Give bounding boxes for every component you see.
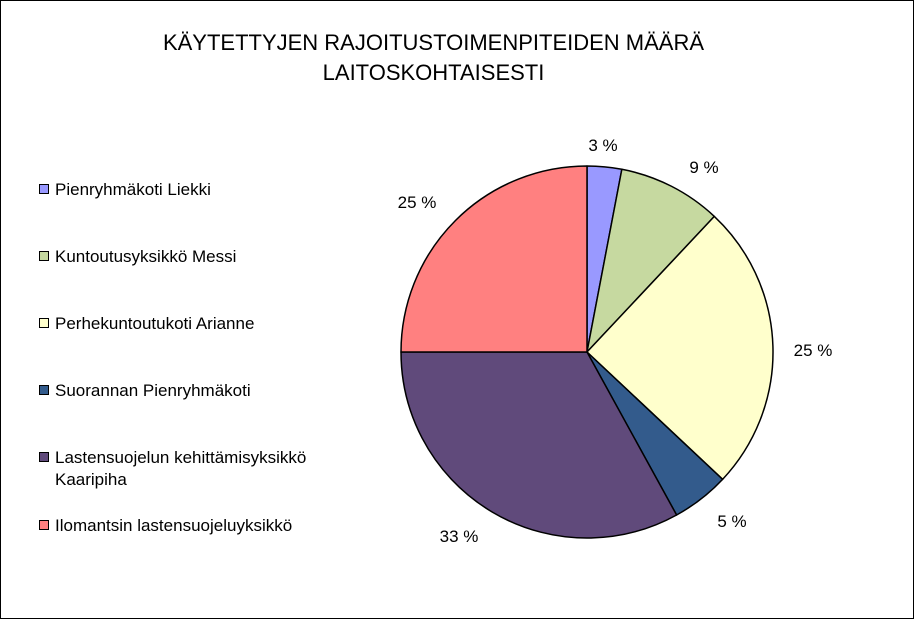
pie-slice — [400, 165, 588, 353]
chart-title: KÄYTETTYJEN RAJOITUSTOIMENPITEIDEN MÄÄRÄ… — [101, 28, 766, 88]
slice-percent-label: 3 % — [588, 136, 617, 155]
legend-swatch — [39, 318, 49, 328]
legend-label: Perhekuntoutukoti Arianne — [55, 314, 255, 333]
legend-label: Pienryhmäkoti Liekki — [55, 180, 211, 199]
chart-title-line-2: LAITOSKOHTAISESTI — [322, 60, 545, 85]
legend-swatch — [39, 251, 49, 261]
legend-swatch — [39, 385, 49, 395]
chart-title-line-1: KÄYTETTYJEN RAJOITUSTOIMENPITEIDEN MÄÄRÄ — [162, 30, 705, 55]
pie-slice — [400, 351, 678, 539]
slice-percent-label: 33 % — [440, 527, 479, 546]
legend-label: Kuntoutusyksikkö Messi — [55, 247, 237, 266]
legend-label: Suorannan Pienryhmäkoti — [55, 381, 251, 400]
pie-slice — [586, 215, 774, 481]
legend-swatch — [39, 184, 49, 194]
slice-percent-label: 5 % — [717, 512, 746, 531]
slice-percent-label: 25 % — [794, 341, 833, 360]
legend-swatch — [39, 520, 49, 530]
legend-label: Lastensuojelun kehittämisyksikkö Kaaripi… — [55, 448, 307, 489]
pie-slice — [586, 168, 716, 353]
slice-percent-label: 25 % — [398, 193, 437, 212]
legend-swatch — [39, 452, 49, 462]
legend-label: Ilomantsin lastensuojeluyksikkö — [55, 516, 293, 535]
slice-percent-label: 9 % — [689, 158, 718, 177]
